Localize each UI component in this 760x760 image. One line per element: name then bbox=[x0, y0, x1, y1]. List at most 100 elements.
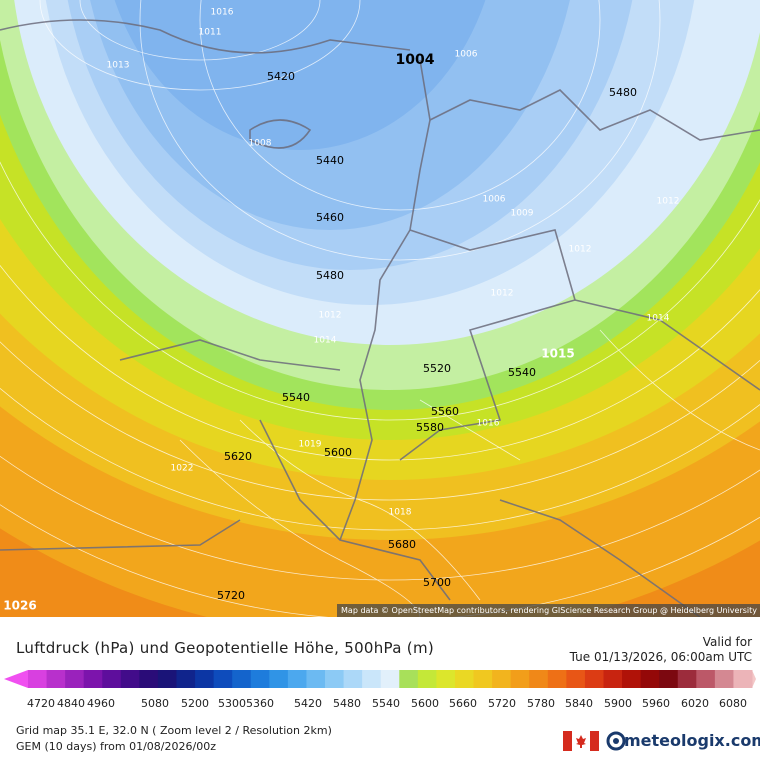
legend-arrow-left bbox=[4, 670, 28, 688]
pressure-label: 1012 bbox=[319, 311, 342, 321]
legend-swatch bbox=[176, 670, 196, 688]
legend-swatch bbox=[232, 670, 252, 688]
pressure-label: 1015 bbox=[541, 347, 574, 361]
legend-tick-label: 5660 bbox=[449, 697, 477, 710]
height-label: 5600 bbox=[324, 446, 352, 459]
legend-swatch bbox=[547, 670, 567, 688]
pressure-label: 1014 bbox=[647, 314, 670, 324]
pressure-label: 1019 bbox=[299, 440, 322, 450]
height-label: 5720 bbox=[217, 589, 245, 602]
legend-swatch bbox=[83, 670, 103, 688]
legend-swatch bbox=[287, 670, 307, 688]
pressure-label: 1018 bbox=[389, 508, 412, 518]
legend-swatch bbox=[399, 670, 419, 688]
legend-swatch bbox=[102, 670, 122, 688]
legend-tick-label: 4960 bbox=[87, 697, 115, 710]
height-label: 5560 bbox=[431, 405, 459, 418]
legend-tick-label: 5540 bbox=[372, 697, 400, 710]
pressure-label: 1012 bbox=[657, 197, 680, 207]
legend-swatch bbox=[120, 670, 140, 688]
model-info: GEM (10 days) from 01/08/2026/00z bbox=[16, 740, 216, 753]
legend-swatch bbox=[65, 670, 85, 688]
legend-tick-label: 5780 bbox=[527, 697, 555, 710]
pressure-label: 1016 bbox=[211, 8, 234, 18]
pressure-label: 1013 bbox=[107, 61, 130, 71]
legend-swatch bbox=[306, 670, 326, 688]
pressure-label: 1022 bbox=[171, 464, 194, 474]
legend-swatch bbox=[250, 670, 270, 688]
legend-swatch bbox=[325, 670, 345, 688]
flag-icon bbox=[563, 731, 599, 751]
pressure-label: 1009 bbox=[511, 209, 534, 219]
height-label: 5420 bbox=[267, 70, 295, 83]
legend-tick-label: 6080 bbox=[719, 697, 747, 710]
legend-swatch bbox=[380, 670, 400, 688]
height-label: 5480 bbox=[316, 269, 344, 282]
legend-swatch bbox=[28, 670, 48, 688]
legend-tick-label: 5200 bbox=[181, 697, 209, 710]
height-label: 5680 bbox=[388, 538, 416, 551]
pressure-label: 1014 bbox=[314, 336, 337, 346]
weather-map: 5420 1004 5480 5440 5460 5480 5520 5540 5540 5560… bbox=[0, 0, 760, 617]
color-legend: 4720 4840 4960 5080 5200 5300 5360 5420 5480 5540… bbox=[4, 670, 756, 710]
legend-tick-label: 4840 bbox=[57, 697, 85, 710]
height-label: 5440 bbox=[316, 154, 344, 167]
height-label: 5700 bbox=[423, 576, 451, 589]
legend-tick-label: 4720 bbox=[27, 697, 55, 710]
legend-tick-label: 5960 bbox=[642, 697, 670, 710]
pressure-label: 1016 bbox=[477, 419, 500, 429]
height-label: 5520 bbox=[423, 362, 451, 375]
legend-swatch bbox=[195, 670, 215, 688]
isobars bbox=[0, 0, 760, 617]
height-label: 5540 bbox=[282, 391, 310, 404]
valid-time: Tue 01/13/2026, 06:00am UTC bbox=[569, 650, 752, 664]
legend-swatch bbox=[473, 670, 493, 688]
pressure-label: 1012 bbox=[569, 245, 592, 255]
legend-swatch bbox=[269, 670, 289, 688]
height-label: 1004 bbox=[396, 52, 435, 68]
legend-swatch bbox=[584, 670, 604, 688]
legend-swatch bbox=[714, 670, 734, 688]
legend-swatch bbox=[492, 670, 512, 688]
map-attribution: Map data © OpenStreetMap contributors, r… bbox=[337, 604, 760, 617]
legend-swatch bbox=[677, 670, 697, 688]
legend-swatch bbox=[659, 670, 679, 688]
legend-swatch bbox=[139, 670, 159, 688]
pressure-label: 1006 bbox=[455, 50, 478, 60]
legend-tick-label: 5480 bbox=[333, 697, 361, 710]
grid-info: Grid map 35.1 E, 32.0 N ( Zoom level 2 /… bbox=[16, 724, 332, 737]
legend-tick-label: 5900 bbox=[604, 697, 632, 710]
legend-swatch bbox=[566, 670, 586, 688]
valid-label: Valid for bbox=[702, 635, 752, 649]
legend-swatch bbox=[640, 670, 660, 688]
legend-swatch bbox=[454, 670, 475, 688]
legend-swatch bbox=[343, 670, 363, 688]
height-label: 5540 bbox=[508, 366, 536, 379]
pressure-label: 1011 bbox=[199, 28, 222, 38]
legend-tick-label: 5720 bbox=[488, 697, 516, 710]
legend-tick-label: 6020 bbox=[681, 697, 709, 710]
legend-swatch bbox=[157, 670, 178, 688]
legend-tick-label: 5840 bbox=[565, 697, 593, 710]
pressure-label: 1008 bbox=[249, 139, 272, 149]
brand-name: meteologix.com bbox=[624, 731, 760, 750]
legend-tick-label: 5360 bbox=[246, 697, 274, 710]
legend-swatch bbox=[362, 670, 382, 688]
legend-swatch bbox=[622, 670, 642, 688]
legend-swatch bbox=[529, 670, 549, 688]
borders bbox=[0, 19, 760, 617]
legend-swatch bbox=[733, 670, 753, 688]
legend-swatch bbox=[417, 670, 437, 688]
legend-swatch bbox=[696, 670, 716, 688]
legend-swatch bbox=[436, 670, 456, 688]
legend-tick-label: 5600 bbox=[411, 697, 439, 710]
legend-tick-label: 5300 bbox=[218, 697, 246, 710]
height-label: 5620 bbox=[224, 450, 252, 463]
pressure-label: 1006 bbox=[483, 195, 506, 205]
height-field bbox=[0, 0, 760, 617]
legend-swatch bbox=[603, 670, 623, 688]
brand-icon bbox=[606, 731, 626, 751]
height-label: 5580 bbox=[416, 421, 444, 434]
pressure-label: 1026 bbox=[3, 599, 36, 613]
